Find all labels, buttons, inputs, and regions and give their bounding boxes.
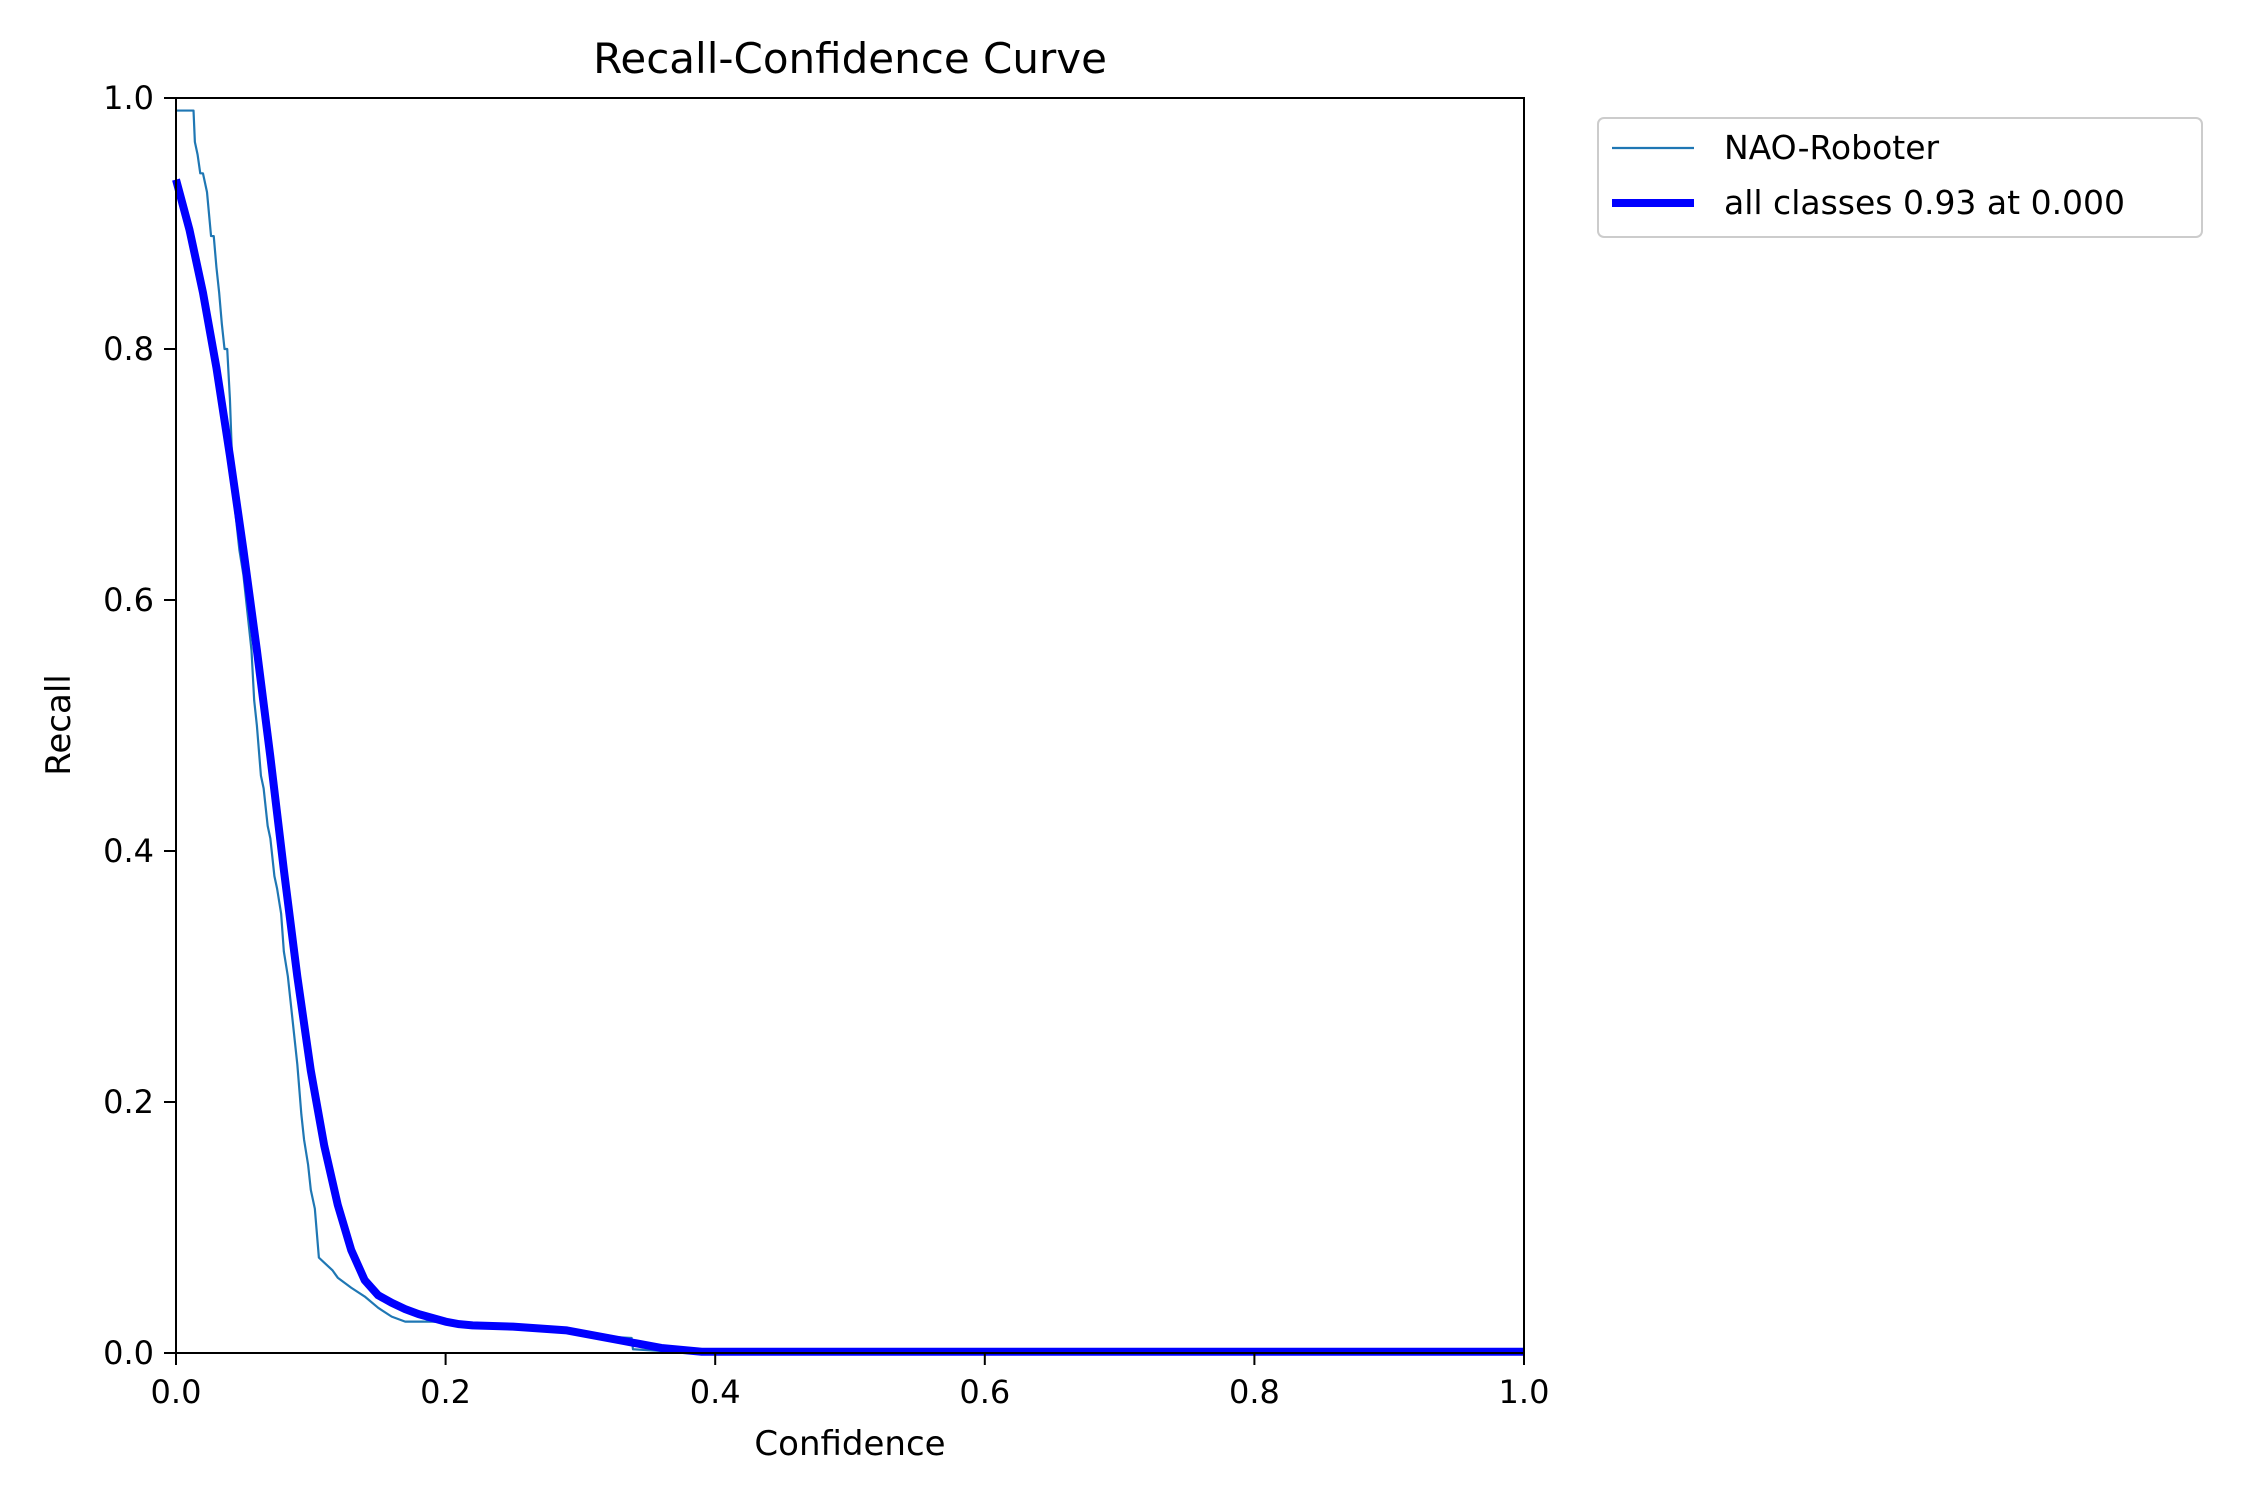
plot-area	[176, 98, 1524, 1353]
x-tick-label: 0.4	[690, 1373, 741, 1411]
plot-background	[176, 98, 1524, 1353]
legend-items: NAO-Roboter all classes 0.93 at 0.000	[1612, 128, 2125, 222]
x-axis: 0.0 0.2 0.4 0.6 0.8 1.0	[151, 1353, 1550, 1411]
x-axis-label: Confidence	[754, 1424, 945, 1464]
series-line-2	[172, 178, 1524, 1356]
x-tick-label: 0.0	[151, 1373, 202, 1411]
x-tick-label: 0.8	[1229, 1373, 1280, 1411]
legend-label-1: NAO-Roboter	[1724, 128, 1939, 167]
y-axis: 0.0 0.2 0.4 0.6 0.8 1.0	[103, 79, 176, 1372]
x-tick-label: 0.2	[420, 1373, 471, 1411]
plot-frame	[175, 97, 1525, 1354]
legend-box	[1597, 117, 2203, 238]
y-tick-label: 0.8	[103, 330, 154, 368]
chart-title: Recall-Confidence Curve	[593, 34, 1107, 83]
y-tick-label: 1.0	[103, 79, 154, 117]
x-tick-label: 1.0	[1499, 1373, 1550, 1411]
y-tick-label: 0.0	[103, 1334, 154, 1372]
y-axis-label: Recall	[39, 674, 79, 775]
legend: NAO-Roboter all classes 0.93 at 0.000	[1597, 117, 2203, 238]
legend-label-2: all classes 0.93 at 0.000	[1724, 183, 2125, 222]
x-tick-label: 0.6	[959, 1373, 1010, 1411]
series-layer	[172, 109, 1524, 1356]
y-tick-label: 0.6	[103, 581, 154, 619]
y-tick-label: 0.2	[103, 1083, 154, 1121]
y-tick-label: 0.4	[103, 832, 154, 870]
